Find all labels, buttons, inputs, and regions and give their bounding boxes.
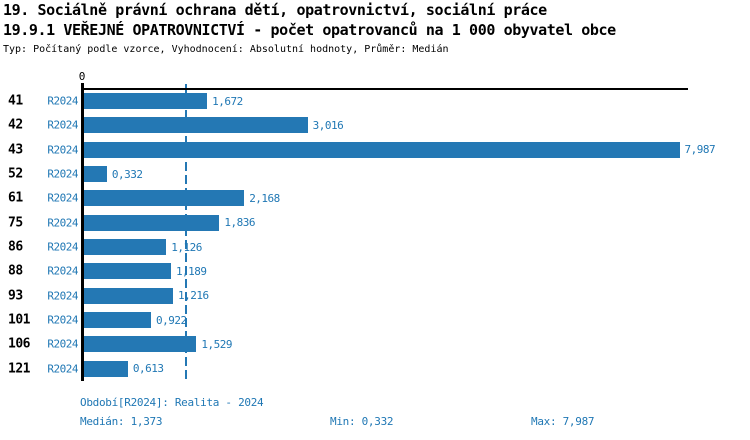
chart-row: 41 R2024 1,672 bbox=[0, 89, 750, 113]
row-category-label: 41 bbox=[8, 93, 23, 109]
row-category-label: 88 bbox=[8, 263, 23, 279]
page-title: 19. Sociálně právní ochrana dětí, opatro… bbox=[3, 1, 547, 19]
bar-value-label: 1,189 bbox=[175, 264, 207, 278]
row-series-label: R2024 bbox=[47, 289, 78, 303]
chart-row: 61 R2024 2,168 bbox=[0, 186, 750, 210]
value-bar bbox=[82, 117, 308, 134]
value-bar bbox=[82, 166, 107, 183]
value-bar bbox=[82, 93, 208, 110]
value-bar bbox=[82, 190, 245, 207]
x-axis-line bbox=[82, 88, 688, 90]
bar-value-label: 1,836 bbox=[224, 216, 255, 230]
row-series-label: R2024 bbox=[47, 143, 78, 157]
x-axis-zero-tick-label: 0 bbox=[78, 70, 86, 83]
bar-track: 0,922 bbox=[82, 308, 682, 332]
value-bar bbox=[82, 239, 167, 256]
row-category-label: 121 bbox=[8, 361, 30, 377]
value-bar bbox=[82, 214, 220, 231]
bar-track: 1,126 bbox=[82, 235, 682, 259]
max-stat-label: Max: 7,987 bbox=[531, 415, 595, 428]
chart-row: 106 R2024 1,529 bbox=[0, 332, 750, 356]
row-category-label: 52 bbox=[8, 166, 23, 182]
bar-value-label: 1,216 bbox=[177, 289, 209, 303]
bar-chart-rows: 41 R2024 1,672 42 R2024 3,016 43 R2024 7,987 52 R2… bbox=[0, 89, 750, 381]
bar-track: 0,613 bbox=[82, 357, 682, 381]
row-series-label: R2024 bbox=[47, 191, 78, 205]
bar-value-label: 0,332 bbox=[111, 167, 143, 181]
row-series-label: R2024 bbox=[47, 240, 78, 254]
value-bar bbox=[82, 360, 128, 377]
y-axis-line bbox=[81, 83, 84, 381]
value-bar bbox=[82, 263, 171, 280]
bar-value-label: 1,126 bbox=[171, 240, 202, 254]
chart-row: 121 R2024 0,613 bbox=[0, 357, 750, 381]
row-category-label: 61 bbox=[8, 190, 23, 206]
row-category-label: 75 bbox=[8, 215, 23, 231]
value-bar bbox=[82, 141, 680, 158]
median-stat-label: Medián: 1,373 bbox=[80, 415, 163, 428]
row-category-label: 93 bbox=[8, 288, 23, 304]
row-category-label: 43 bbox=[8, 142, 23, 158]
median-reference-line bbox=[184, 84, 187, 382]
bar-value-label: 2,168 bbox=[249, 191, 280, 205]
min-stat-label: Min: 0,332 bbox=[330, 415, 394, 428]
chart-row: 52 R2024 0,332 bbox=[0, 162, 750, 186]
bar-track: 1,216 bbox=[82, 284, 682, 308]
chart-subtitle: Typ: Počítaný podle vzorce, Vyhodnocení:… bbox=[3, 44, 449, 55]
value-bar bbox=[82, 312, 151, 329]
bar-track: 0,332 bbox=[82, 162, 682, 186]
row-category-label: 101 bbox=[8, 312, 30, 328]
chart-row: 88 R2024 1,189 bbox=[0, 259, 750, 283]
bar-track: 7,987 bbox=[82, 138, 716, 162]
row-series-label: R2024 bbox=[47, 264, 78, 278]
period-label: Období[R2024]: Realita - 2024 bbox=[80, 396, 264, 409]
row-series-label: R2024 bbox=[47, 337, 78, 351]
bar-value-label: 7,987 bbox=[684, 143, 716, 157]
bar-track: 3,016 bbox=[82, 113, 682, 137]
row-series-label: R2024 bbox=[47, 94, 78, 108]
chart-row: 43 R2024 7,987 bbox=[0, 138, 750, 162]
bar-value-label: 0,922 bbox=[155, 313, 187, 327]
row-category-label: 106 bbox=[8, 336, 30, 352]
chart-title: 19.9.1 VEŘEJNÉ OPATROVNICTVÍ - počet opa… bbox=[3, 21, 616, 39]
value-bar bbox=[82, 336, 197, 353]
chart-row: 93 R2024 1,216 bbox=[0, 284, 750, 308]
bar-value-label: 1,529 bbox=[201, 337, 232, 351]
value-bar bbox=[82, 287, 173, 304]
row-series-label: R2024 bbox=[47, 216, 78, 230]
bar-track: 1,529 bbox=[82, 332, 682, 356]
row-series-label: R2024 bbox=[47, 118, 78, 132]
row-series-label: R2024 bbox=[47, 362, 78, 376]
chart-row: 75 R2024 1,836 bbox=[0, 211, 750, 235]
bar-value-label: 0,613 bbox=[132, 362, 164, 376]
chart-row: 86 R2024 1,126 bbox=[0, 235, 750, 259]
chart-row: 42 R2024 3,016 bbox=[0, 113, 750, 137]
bar-track: 1,836 bbox=[82, 211, 682, 235]
row-series-label: R2024 bbox=[47, 167, 78, 181]
bar-track: 1,672 bbox=[82, 89, 682, 113]
bar-track: 1,189 bbox=[82, 259, 682, 283]
row-series-label: R2024 bbox=[47, 313, 78, 327]
row-category-label: 42 bbox=[8, 117, 23, 133]
chart-row: 101 R2024 0,922 bbox=[0, 308, 750, 332]
bar-value-label: 3,016 bbox=[312, 118, 344, 132]
bar-track: 2,168 bbox=[82, 186, 682, 210]
row-category-label: 86 bbox=[8, 239, 23, 255]
bar-value-label: 1,672 bbox=[212, 94, 243, 108]
